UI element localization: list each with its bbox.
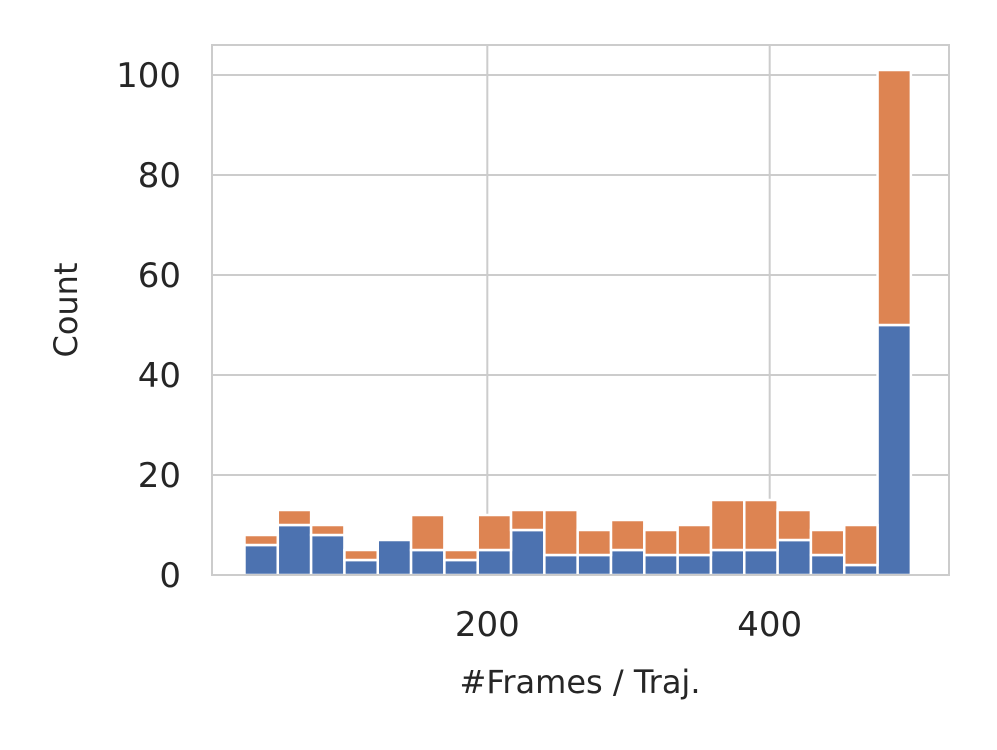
bar-series-1 [276, 523, 313, 577]
bar-series-1 [842, 563, 879, 577]
bar-series-1 [743, 548, 779, 577]
bar-series-2 [842, 523, 879, 567]
bar-series-1 [643, 553, 679, 577]
bar-series-1 [243, 543, 280, 577]
bar-series-2 [443, 548, 479, 562]
tick-labels: 0 20 40 60 80 100 200 400 [116, 56, 802, 645]
y-tick-label: 20 [138, 456, 181, 496]
x-axis-label: #Frames / Traj. [460, 663, 701, 701]
bar-series-1 [709, 548, 746, 577]
bar-series-2 [343, 548, 380, 562]
bar-series-2 [743, 498, 779, 552]
bar-series-2 [643, 528, 679, 557]
plot-frame [211, 44, 950, 576]
y-tick-label: 80 [138, 156, 181, 196]
bar-series-2 [276, 508, 313, 527]
bars [243, 68, 913, 577]
bar-series-1 [776, 538, 813, 577]
bar-series-2 [776, 508, 813, 542]
bar-series-1 [676, 553, 713, 577]
bar-series-1 [809, 553, 846, 577]
gridlines [212, 45, 949, 576]
bar-series-2 [576, 528, 613, 557]
y-tick-label: 40 [138, 356, 181, 396]
bar-series-2 [509, 508, 546, 532]
bar-series-2 [609, 518, 646, 552]
bar-series-1 [309, 533, 346, 577]
bar-series-1 [876, 323, 913, 577]
bar-series-1 [343, 558, 380, 577]
bar-series-2 [476, 513, 513, 552]
bar-series-2 [809, 528, 846, 557]
bar-series-1 [409, 548, 446, 577]
y-tick-label: 60 [138, 256, 181, 296]
bar-series-1 [576, 553, 613, 577]
bar-series-2 [309, 523, 346, 537]
y-axis-label: Count [47, 262, 85, 357]
y-tick-label: 0 [159, 556, 181, 596]
bar-series-1 [543, 553, 579, 577]
bar-series-2 [876, 68, 913, 327]
bar-series-1 [443, 558, 479, 577]
x-tick-label: 200 [455, 605, 520, 645]
bar-series-1 [476, 548, 513, 577]
bar-series-2 [243, 533, 280, 547]
bar-series-1 [509, 528, 546, 577]
bar-series-1 [376, 538, 413, 577]
bar-series-2 [543, 508, 579, 557]
x-tick-label: 400 [737, 605, 802, 645]
bar-series-2 [409, 513, 446, 552]
bar-series-2 [709, 498, 746, 552]
y-tick-label: 100 [116, 56, 181, 96]
bar-series-1 [609, 548, 646, 577]
bar-series-2 [676, 523, 713, 557]
